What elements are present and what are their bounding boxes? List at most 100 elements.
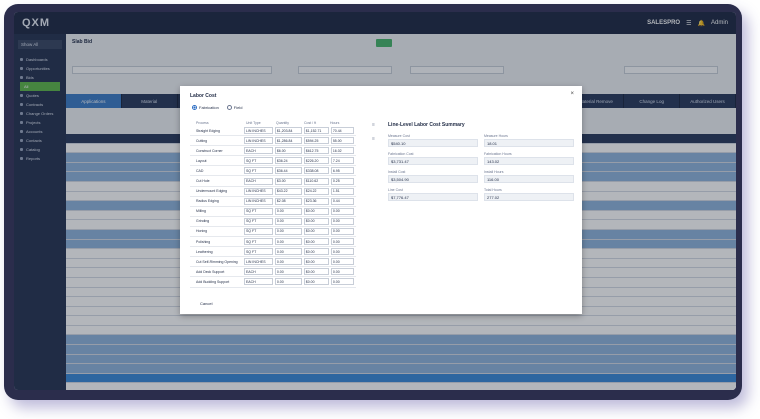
process-name: Honing: [196, 229, 208, 234]
summary-value: 116.00: [484, 175, 574, 183]
bell-icon[interactable]: 🔔: [697, 20, 705, 27]
process-value-field[interactable]: $338.08: [303, 167, 329, 175]
process-value-field[interactable]: $226.20: [303, 157, 329, 165]
process-value-field[interactable]: $23.36: [303, 197, 329, 205]
table-row[interactable]: [66, 335, 736, 346]
process-value-field[interactable]: 0.00: [274, 278, 302, 286]
process-value-field[interactable]: 0.00: [330, 217, 354, 225]
tab[interactable]: Material: [122, 94, 178, 108]
process-value-field[interactable]: 16.02: [330, 147, 354, 155]
process-value-field[interactable]: 0.25: [330, 177, 354, 185]
process-value-field[interactable]: 0.00: [274, 268, 302, 276]
tab[interactable]: Material Remove: [568, 94, 625, 108]
field-input[interactable]: [72, 66, 272, 74]
grid-icon[interactable]: ☰: [686, 20, 692, 27]
process-value-field[interactable]: $24.22: [303, 187, 329, 195]
sidebar-item[interactable]: Projects: [14, 118, 66, 127]
process-value-field: LIN INCHES: [243, 197, 273, 205]
process-value-field[interactable]: $110.62: [303, 177, 329, 185]
process-value-field[interactable]: $0.00: [303, 217, 329, 225]
field-input[interactable]: [410, 66, 504, 74]
sidebar-item[interactable]: Quotes: [14, 91, 66, 100]
sidebar-item[interactable]: Catalog: [14, 145, 66, 154]
sidebar-item[interactable]: Change Orders: [14, 109, 66, 118]
process-value-field[interactable]: 70.44: [330, 127, 354, 135]
process-value-field[interactable]: $0.00: [303, 207, 329, 215]
nav-icon: [20, 76, 23, 79]
sidebar-item[interactable]: Accounts: [14, 127, 66, 136]
process-value-field[interactable]: $1,203.84: [274, 127, 302, 135]
sidebar-item[interactable]: Opportunities: [14, 64, 66, 73]
process-value-field[interactable]: 0.00: [274, 207, 302, 215]
process-value-field[interactable]: 0.00: [274, 258, 302, 266]
process-value-field[interactable]: $36.24: [274, 157, 302, 165]
process-value-field[interactable]: $0.00: [303, 258, 329, 266]
sidebar-item[interactable]: Contacts: [14, 136, 66, 145]
summary-label: Measure Cost: [388, 134, 410, 138]
process-value-field[interactable]: 0.00: [330, 258, 354, 266]
summary-label: Total Hours: [484, 188, 502, 192]
process-value-field[interactable]: 0.00: [274, 248, 302, 256]
sidebar-item[interactable]: Dashboards: [14, 55, 66, 64]
menu-icon[interactable]: ≡: [372, 122, 375, 128]
process-value-field[interactable]: $0.00: [303, 278, 329, 286]
process-value-field[interactable]: 0.00: [330, 248, 354, 256]
table-row[interactable]: [66, 354, 736, 365]
process-value-field[interactable]: $36.44: [274, 167, 302, 175]
process-value-field[interactable]: 0.00: [330, 278, 354, 286]
table-row[interactable]: [66, 345, 736, 355]
table-row[interactable]: [66, 316, 736, 326]
tab[interactable]: Change Log: [624, 94, 681, 108]
process-value-field[interactable]: $0.00: [303, 227, 329, 235]
process-value-field[interactable]: $0.00: [303, 268, 329, 276]
process-value-field[interactable]: $1,286.84: [274, 137, 302, 145]
table-row[interactable]: [66, 364, 736, 374]
sidebar-item[interactable]: Reports: [14, 154, 66, 163]
menu-icon[interactable]: ≡: [372, 136, 375, 142]
nav-icon: [20, 139, 23, 142]
process-value-field[interactable]: $612.75: [303, 147, 329, 155]
save-button[interactable]: [376, 39, 392, 47]
process-value-field[interactable]: 1.51: [330, 187, 354, 195]
process-value-field[interactable]: $0.00: [303, 248, 329, 256]
process-value-field[interactable]: $43.22: [274, 187, 302, 195]
process-row: Radius Edging LIN INCHES $2.08 $23.36 0.44: [190, 197, 356, 207]
radio-fabrication[interactable]: Fabrication: [192, 105, 219, 111]
process-value-field[interactable]: 0.00: [330, 268, 354, 276]
process-value-field[interactable]: 0.00: [274, 238, 302, 246]
process-value-field[interactable]: $1,152.71: [303, 127, 329, 135]
tab[interactable]: Authorized Users: [680, 94, 736, 108]
summary-field: Install Hours 116.00: [484, 170, 574, 183]
process-value-field[interactable]: 0.44: [330, 197, 354, 205]
process-value-field[interactable]: 7.24: [330, 157, 354, 165]
process-value-field[interactable]: $2.08: [274, 197, 302, 205]
process-value-field[interactable]: $0.00: [303, 238, 329, 246]
cancel-button[interactable]: Cancel: [200, 301, 213, 306]
table-row[interactable]: [66, 307, 736, 317]
process-value-field[interactable]: $6.00: [274, 147, 302, 155]
process-value-field[interactable]: 55.00: [330, 137, 354, 145]
process-value-field[interactable]: 0.00: [274, 217, 302, 225]
process-value-field[interactable]: 0.00: [330, 207, 354, 215]
field-input[interactable]: [298, 66, 392, 74]
process-value-field[interactable]: 0.00: [330, 227, 354, 235]
tab[interactable]: Applications: [66, 94, 122, 108]
top-bar: QXM SALESPRO ☰ 🔔 Admin: [14, 12, 736, 34]
process-value-field[interactable]: 0.00: [330, 238, 354, 246]
sidebar-item-all[interactable]: All: [20, 82, 60, 91]
summary-fields: Measure Cost $540.10 Measure Hours 18.01 Fab…: [388, 134, 574, 201]
field-input[interactable]: [624, 66, 718, 74]
radio-field[interactable]: Field: [226, 105, 242, 111]
process-value-field[interactable]: $3.00: [274, 177, 302, 185]
process-value-field[interactable]: 6.95: [330, 167, 354, 175]
table-row[interactable]: [66, 326, 736, 336]
sidebar-item[interactable]: Contracts: [14, 100, 66, 109]
close-icon[interactable]: ×: [570, 91, 574, 97]
user-menu[interactable]: Admin: [710, 20, 728, 26]
sidebar-item[interactable]: Bids: [14, 73, 66, 82]
process-value-field[interactable]: 0.00: [274, 227, 302, 235]
nav-icon: [20, 148, 23, 151]
process-value-field[interactable]: $594.25: [303, 137, 329, 145]
sidebar-filter-select[interactable]: Show All: [18, 40, 62, 49]
summary-field: Total Hours 277.02: [484, 188, 574, 201]
